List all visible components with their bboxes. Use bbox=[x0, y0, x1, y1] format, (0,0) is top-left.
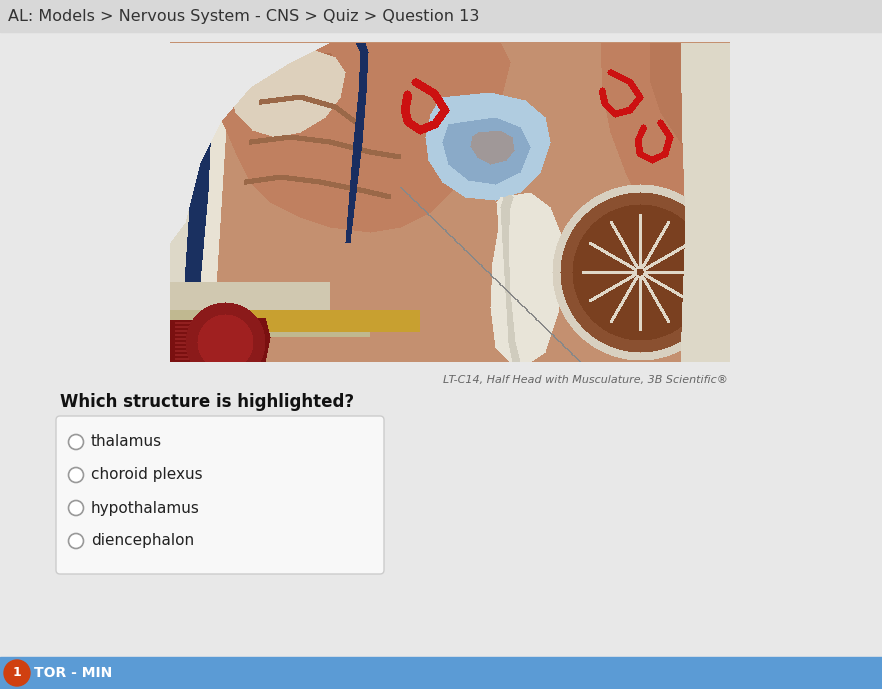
Circle shape bbox=[4, 660, 30, 686]
Text: TOR - MIN: TOR - MIN bbox=[34, 666, 112, 680]
Circle shape bbox=[69, 533, 84, 548]
Text: hypothalamus: hypothalamus bbox=[91, 500, 200, 515]
Text: 1: 1 bbox=[12, 666, 21, 679]
Circle shape bbox=[69, 435, 84, 449]
Bar bbox=[0, 657, 882, 689]
Circle shape bbox=[69, 468, 84, 482]
Text: LT-C14, Half Head with Musculature, 3B Scientific®: LT-C14, Half Head with Musculature, 3B S… bbox=[443, 375, 728, 385]
Text: Which structure is highlighted?: Which structure is highlighted? bbox=[60, 393, 355, 411]
Text: diencephalon: diencephalon bbox=[91, 533, 194, 548]
Text: AL: Models > Nervous System - CNS > Quiz > Question 13: AL: Models > Nervous System - CNS > Quiz… bbox=[8, 8, 480, 23]
Text: choroid plexus: choroid plexus bbox=[91, 468, 203, 482]
Text: thalamus: thalamus bbox=[91, 435, 162, 449]
Circle shape bbox=[69, 500, 84, 515]
Bar bbox=[0, 0, 882, 32]
FancyBboxPatch shape bbox=[56, 416, 384, 574]
